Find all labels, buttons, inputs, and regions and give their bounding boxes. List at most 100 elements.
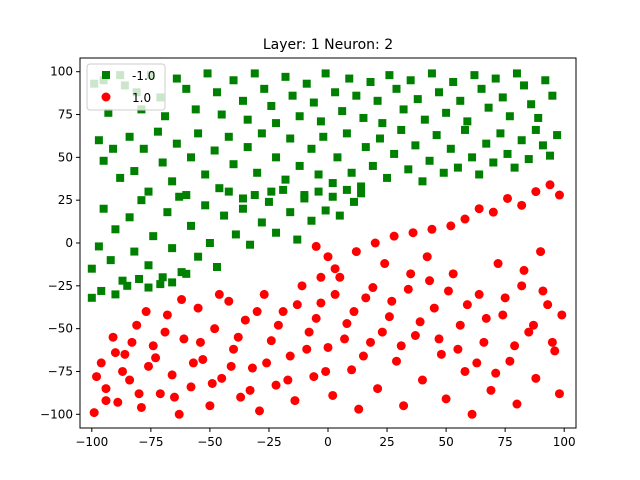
circle-marker (177, 295, 187, 305)
x-tick-label: 100 (553, 435, 576, 449)
circle-marker (557, 310, 567, 320)
square-marker (172, 74, 181, 83)
y-axis: −100 −75 −50 −25 0 25 50 75 100 (40, 65, 80, 421)
square-marker (260, 84, 269, 93)
circle-marker (479, 337, 489, 347)
square-marker (243, 115, 252, 124)
circle-marker (389, 231, 399, 241)
circle-marker (96, 358, 106, 368)
y-tick-label: 75 (58, 108, 73, 122)
square-marker (250, 69, 259, 78)
circle-marker (101, 384, 111, 394)
circle-marker (399, 401, 409, 411)
circle-marker (127, 337, 137, 347)
square-marker (212, 88, 221, 97)
square-marker (153, 127, 162, 136)
circle-marker (323, 252, 333, 262)
x-tick-label: −75 (138, 435, 163, 449)
square-marker (246, 240, 255, 249)
x-tick-label: 25 (379, 435, 394, 449)
circle-marker (118, 366, 128, 376)
circle-marker (141, 307, 151, 317)
circle-marker (321, 366, 331, 376)
square-marker (97, 286, 106, 295)
circle-marker (436, 349, 446, 359)
circle-marker (207, 378, 217, 388)
square-marker (144, 261, 153, 270)
circle-marker (474, 289, 484, 299)
square-marker (538, 141, 547, 150)
square-marker (385, 71, 394, 80)
circle-marker (186, 382, 196, 392)
square-marker (238, 96, 247, 105)
square-marker (111, 225, 120, 234)
square-marker (109, 144, 118, 153)
square-marker (314, 187, 323, 196)
circle-marker (271, 380, 281, 390)
circle-marker (229, 344, 239, 354)
square-marker (378, 119, 387, 128)
square-marker (104, 108, 113, 117)
square-marker (156, 280, 165, 289)
circle-marker (460, 214, 470, 224)
square-marker (215, 184, 224, 193)
circle-marker (462, 300, 472, 310)
square-marker (546, 151, 555, 160)
square-marker (229, 76, 238, 85)
square-marker (302, 79, 311, 88)
y-tick-label: −100 (40, 407, 73, 421)
square-marker (319, 132, 328, 141)
circle-marker (460, 366, 470, 376)
square-marker (116, 173, 125, 182)
square-marker (194, 252, 203, 261)
square-marker (503, 149, 512, 158)
circle-marker (500, 293, 510, 303)
square-marker (352, 91, 361, 100)
square-marker (531, 125, 540, 134)
circle-marker (247, 363, 257, 373)
circle-marker (316, 272, 326, 282)
square-marker (172, 139, 181, 148)
circle-marker (474, 204, 484, 214)
circle-marker (89, 408, 99, 418)
legend-pos-marker (101, 92, 111, 102)
square-marker (224, 187, 233, 196)
square-marker (456, 96, 465, 105)
square-marker (307, 216, 316, 225)
circle-marker (503, 193, 513, 203)
circle-marker (443, 286, 453, 296)
square-marker (390, 149, 399, 158)
circle-marker (134, 389, 144, 399)
circle-marker (252, 307, 262, 317)
circle-marker (370, 238, 380, 248)
square-marker (406, 76, 415, 85)
circle-marker (160, 327, 170, 337)
square-marker (217, 110, 226, 119)
square-marker (201, 170, 210, 179)
circle-marker (132, 320, 142, 330)
x-tick-label: −50 (197, 435, 222, 449)
square-marker (425, 156, 434, 165)
circle-marker (481, 313, 491, 323)
square-marker (331, 88, 340, 97)
circle-marker (174, 409, 184, 419)
circle-marker (340, 334, 350, 344)
circle-marker (188, 358, 198, 368)
square-marker (231, 230, 240, 239)
square-marker (191, 105, 200, 114)
circle-marker (531, 373, 541, 383)
square-marker (510, 163, 519, 172)
square-marker (158, 273, 167, 282)
square-marker (286, 208, 295, 217)
square-marker (534, 113, 543, 122)
circle-marker (236, 392, 246, 402)
circle-marker (92, 372, 102, 382)
circle-marker (425, 276, 435, 286)
circle-marker (403, 284, 413, 294)
circle-marker (302, 344, 312, 354)
square-marker (361, 143, 370, 152)
y-tick-label: −50 (48, 322, 73, 336)
legend: -1.0 1.0 (86, 63, 166, 111)
square-marker (182, 84, 191, 93)
square-marker (427, 69, 436, 78)
